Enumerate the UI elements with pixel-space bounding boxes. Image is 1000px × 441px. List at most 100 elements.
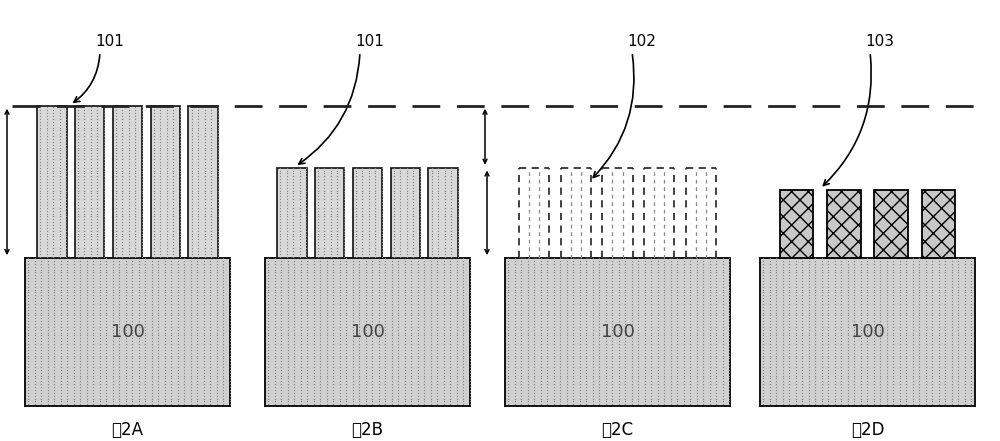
Point <box>163 306 179 313</box>
Point <box>184 187 200 194</box>
Point <box>348 196 364 203</box>
Point <box>950 340 966 348</box>
Point <box>442 375 458 382</box>
Point <box>957 277 973 284</box>
Point <box>299 289 315 296</box>
Point <box>165 150 181 157</box>
Point <box>96 247 112 254</box>
Point <box>443 170 459 177</box>
Point <box>879 366 895 374</box>
Point <box>202 260 218 267</box>
Point <box>150 263 166 270</box>
Point <box>416 361 432 368</box>
Point <box>827 272 843 279</box>
Point <box>377 358 393 365</box>
Point <box>134 207 150 214</box>
Point <box>905 361 921 368</box>
Point <box>449 312 465 319</box>
Point <box>931 312 947 319</box>
Point <box>656 352 672 359</box>
Point <box>27 323 43 330</box>
Point <box>437 202 453 209</box>
Point <box>272 164 288 171</box>
Point <box>118 340 134 348</box>
Point <box>152 170 168 177</box>
Point <box>449 358 465 365</box>
Point <box>124 303 140 310</box>
Point <box>137 280 153 288</box>
Point <box>775 283 791 290</box>
Point <box>833 338 849 345</box>
Point <box>624 363 640 370</box>
Point <box>59 269 75 276</box>
Point <box>416 363 432 370</box>
Point <box>150 269 166 276</box>
Point <box>872 323 888 330</box>
Point <box>32 230 48 237</box>
Point <box>319 275 335 282</box>
Point <box>399 221 415 228</box>
Point <box>775 303 791 310</box>
Point <box>781 395 797 402</box>
Point <box>351 258 367 265</box>
Point <box>66 381 82 388</box>
Point <box>159 224 175 232</box>
Point <box>121 224 137 232</box>
Point <box>157 303 173 310</box>
Point <box>585 309 601 316</box>
Point <box>405 210 421 217</box>
Point <box>85 344 101 351</box>
Point <box>137 378 153 385</box>
Point <box>364 335 380 342</box>
Point <box>222 298 238 305</box>
Point <box>20 386 36 393</box>
Point <box>131 361 147 368</box>
Point <box>526 277 542 284</box>
Point <box>137 392 153 399</box>
Point <box>332 318 348 325</box>
Point <box>299 298 315 305</box>
Point <box>273 272 289 279</box>
Point <box>189 280 205 288</box>
Point <box>866 258 882 265</box>
Point <box>905 318 921 325</box>
Point <box>127 110 143 117</box>
Point <box>924 392 940 399</box>
Point <box>762 398 778 405</box>
Point <box>449 260 465 267</box>
Point <box>371 298 387 305</box>
Point <box>430 250 446 257</box>
Point <box>846 280 862 288</box>
Point <box>197 227 213 234</box>
Point <box>424 213 440 220</box>
Point <box>209 280 225 288</box>
Point <box>39 110 55 117</box>
Point <box>209 306 225 313</box>
Point <box>203 198 219 206</box>
Point <box>96 233 112 240</box>
Point <box>833 300 849 307</box>
Point <box>202 366 218 374</box>
Point <box>450 230 466 237</box>
Point <box>669 349 685 356</box>
Point <box>950 398 966 405</box>
Point <box>624 258 640 265</box>
Point <box>121 130 137 137</box>
Point <box>338 392 354 399</box>
Point <box>52 227 68 234</box>
Point <box>412 179 428 186</box>
Point <box>442 315 458 322</box>
Point <box>46 321 62 328</box>
Point <box>905 369 921 376</box>
Point <box>329 239 345 246</box>
Point <box>351 315 367 322</box>
Point <box>310 253 326 260</box>
Point <box>79 398 95 405</box>
Point <box>374 204 390 211</box>
Point <box>273 375 289 382</box>
Point <box>650 401 666 408</box>
Point <box>423 280 439 288</box>
Point <box>656 292 672 299</box>
Point <box>79 369 95 376</box>
Point <box>450 207 466 214</box>
